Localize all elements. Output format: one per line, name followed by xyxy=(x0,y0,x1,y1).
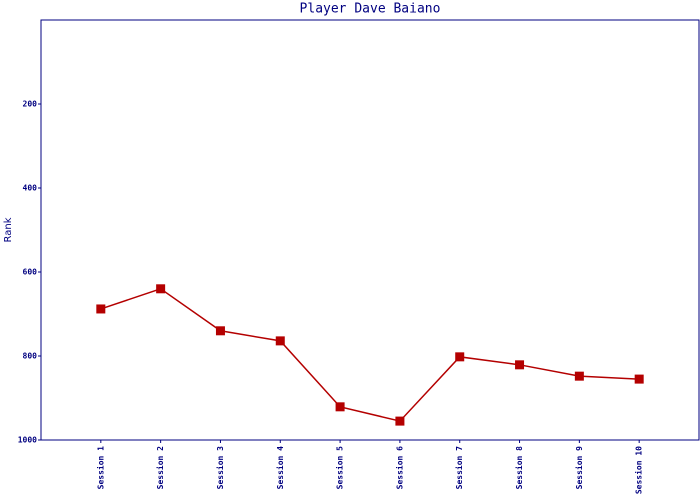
data-point xyxy=(96,304,106,314)
data-point xyxy=(215,326,225,336)
x-tick-label: Session 7 xyxy=(454,446,464,490)
x-tick-label: Session 8 xyxy=(514,446,524,490)
data-line xyxy=(100,287,640,422)
x-tick-label: Session 9 xyxy=(574,446,584,490)
x-tick-label: Session 4 xyxy=(275,446,285,490)
data-point xyxy=(634,374,644,384)
x-tick-label: Session 10 xyxy=(634,446,644,494)
x-tick-label: Session 5 xyxy=(335,446,345,490)
y-tick-label: 1000 xyxy=(18,436,37,445)
data-point xyxy=(275,336,285,346)
y-tick-label: 400 xyxy=(23,184,38,193)
data-point xyxy=(574,371,584,381)
y-tick-label: 800 xyxy=(23,352,38,361)
data-point xyxy=(515,360,525,370)
data-point xyxy=(455,352,465,362)
x-tick-label: Session 3 xyxy=(215,446,225,490)
y-tick-label: 200 xyxy=(23,100,38,109)
y-axis-label: Rank xyxy=(3,217,14,242)
plot-frame xyxy=(40,19,700,441)
x-tick-label: Session 6 xyxy=(394,446,404,490)
chart-title: Player Dave Baiano xyxy=(300,2,441,17)
data-point xyxy=(395,416,405,426)
data-point xyxy=(156,284,166,294)
x-tick-label: Session 2 xyxy=(155,446,165,490)
y-tick-label: 600 xyxy=(23,268,38,277)
data-point xyxy=(335,402,345,412)
x-tick-label: Session 1 xyxy=(95,446,105,490)
